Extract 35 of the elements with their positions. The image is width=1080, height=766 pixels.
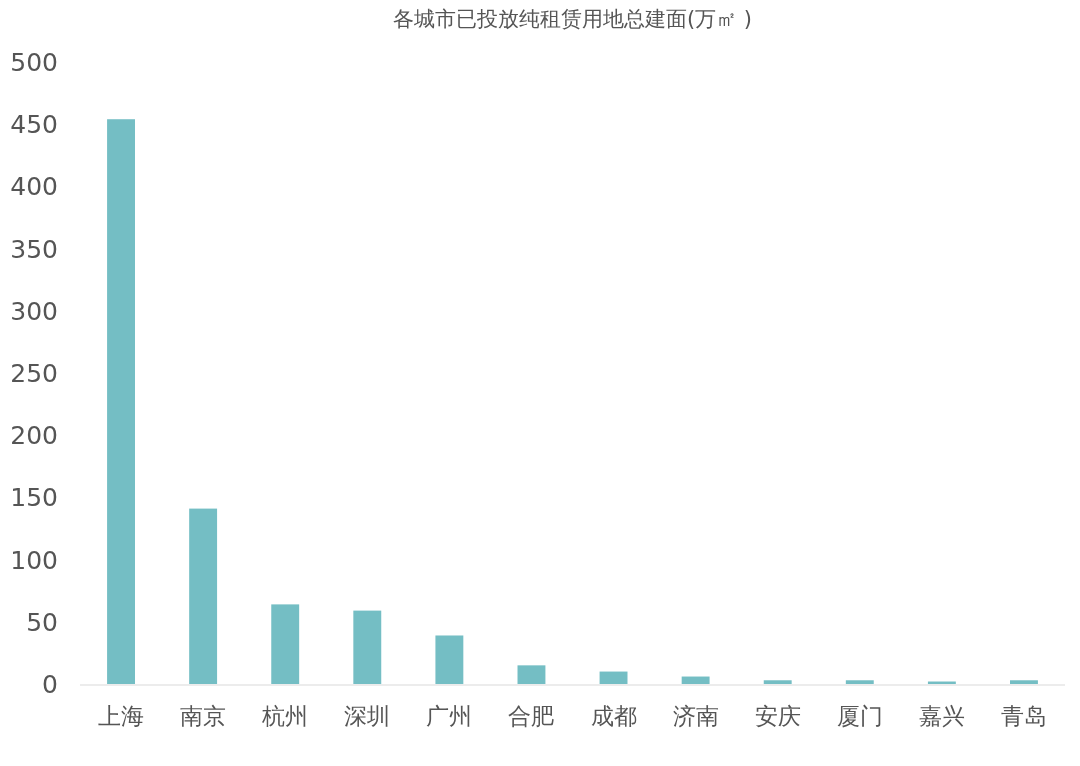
x-tick-label: 成都 — [590, 703, 637, 729]
x-tick-label: 安庆 — [754, 703, 801, 729]
y-tick-label: 400 — [10, 172, 58, 202]
bar — [435, 635, 464, 684]
bar — [189, 508, 218, 684]
y-tick-label: 450 — [10, 110, 58, 140]
x-tick-label: 厦门 — [836, 703, 883, 729]
y-tick-label: 200 — [10, 421, 58, 451]
y-tick-label: 500 — [10, 48, 58, 77]
x-tick-label: 嘉兴 — [918, 703, 965, 729]
y-tick-label: 50 — [26, 607, 58, 637]
x-tick-label: 上海 — [98, 703, 145, 729]
x-tick-label: 济南 — [672, 703, 719, 729]
y-tick-label: 0 — [42, 670, 58, 699]
bar — [845, 680, 874, 684]
bar — [517, 665, 546, 684]
y-tick-label: 250 — [10, 359, 58, 388]
bar — [681, 676, 710, 684]
bar — [271, 604, 300, 684]
x-tick-label: 深圳 — [344, 703, 391, 729]
x-tick-label: 青岛 — [1000, 703, 1047, 729]
y-tick-label: 350 — [10, 234, 58, 264]
bar — [599, 671, 628, 684]
bar — [763, 680, 792, 684]
bar — [1010, 680, 1038, 684]
x-tick-label: 南京 — [180, 703, 227, 729]
x-tick-label: 合肥 — [508, 703, 555, 729]
chart-title: 各城市已投放纯租赁用地总建面(万㎡ ) — [392, 7, 753, 31]
x-tick-label: 广州 — [426, 703, 473, 729]
y-tick-label: 100 — [10, 545, 58, 575]
y-tick-label: 300 — [10, 296, 58, 326]
bar — [107, 119, 135, 684]
y-tick-label: 150 — [10, 483, 58, 513]
bar — [353, 610, 382, 684]
x-tick-label: 杭州 — [261, 703, 309, 729]
